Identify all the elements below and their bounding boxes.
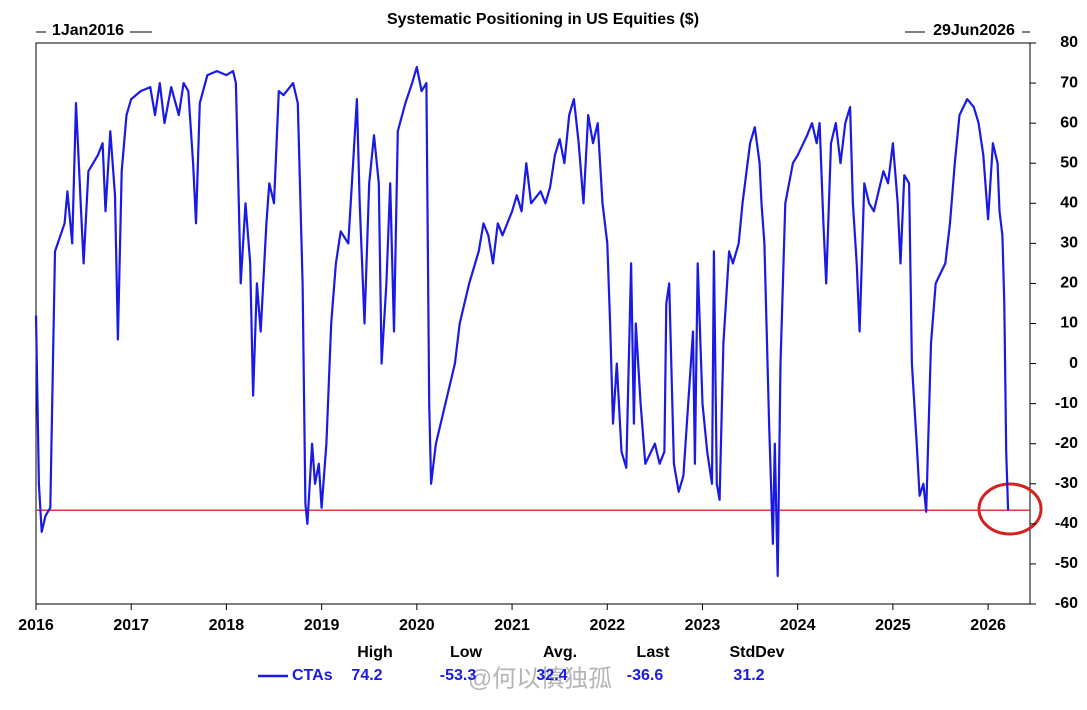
y-tick-label: -10 (1055, 395, 1078, 412)
plot-frame (35, 42, 1031, 605)
y-tick-label: -60 (1055, 595, 1078, 612)
y-tick-label: -40 (1055, 515, 1078, 532)
stats-header: Avg. (543, 644, 577, 661)
y-tick-label: -30 (1055, 475, 1078, 492)
y-tick-label: 80 (1060, 34, 1078, 51)
y-tick-label: 10 (1060, 315, 1078, 332)
x-tick-label: 2019 (304, 617, 340, 634)
x-tick-label: 2021 (494, 617, 530, 634)
stats-header: Low (450, 644, 483, 661)
end-label: 29Jun2026 (933, 22, 1015, 39)
x-tick-label: 2025 (875, 617, 911, 634)
y-tick-label: 20 (1060, 275, 1078, 292)
x-tick-label: 2023 (685, 617, 721, 634)
y-tick-label: 0 (1069, 355, 1078, 372)
stats-header: Last (637, 644, 671, 661)
y-tick-label: 50 (1060, 154, 1078, 171)
y-tick-label: -20 (1055, 435, 1078, 452)
start-label: 1Jan2016 (52, 22, 124, 39)
x-tick-label: 2016 (18, 617, 54, 634)
watermark: @何以慎独孤 (468, 665, 612, 692)
y-tick-label: 70 (1060, 74, 1078, 91)
x-tick-label: 2026 (970, 617, 1006, 634)
stats-value: -53.3 (440, 667, 477, 684)
y-tick-label: 30 (1060, 235, 1078, 252)
y-tick-label: -50 (1055, 555, 1078, 572)
stats-header: StdDev (729, 644, 784, 661)
x-tick-label: 2017 (113, 617, 149, 634)
x-tick-label: 2024 (780, 617, 816, 634)
x-tick-label: 2018 (209, 617, 245, 634)
stats-value: 31.2 (733, 667, 764, 684)
stats-value: 32.4 (536, 667, 567, 684)
x-tick-label: 2020 (399, 617, 435, 634)
highlight-circle (977, 482, 1043, 536)
stats-value: -36.6 (627, 667, 664, 684)
stats-value: 74.2 (351, 667, 382, 684)
y-tick-label: 60 (1060, 114, 1078, 131)
x-tick-label: 2022 (589, 617, 625, 634)
stats-header: High (357, 644, 393, 661)
data-line (34, 65, 1010, 578)
chart-title: Systematic Positioning in US Equities ($… (387, 11, 699, 28)
y-tick-label: 40 (1060, 195, 1078, 212)
legend-label: CTAs (292, 667, 333, 684)
